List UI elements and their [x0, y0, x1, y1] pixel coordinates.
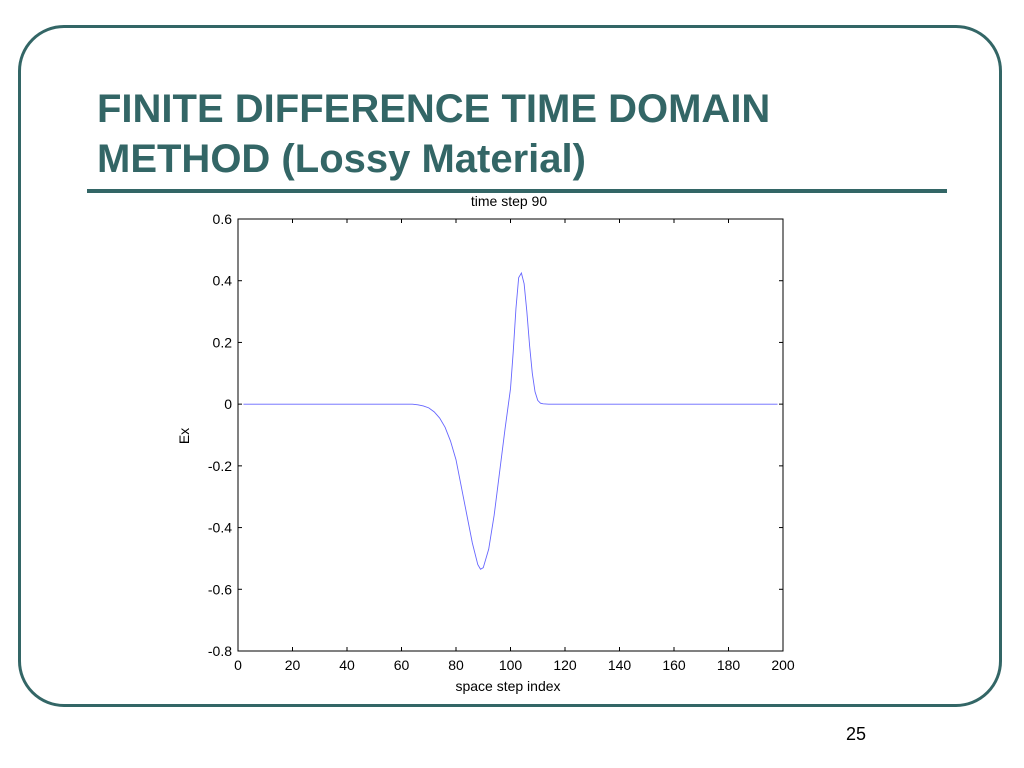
y-tick-label: 0: [224, 396, 232, 412]
x-tick-label: 180: [717, 657, 741, 673]
x-tick-label: 160: [662, 657, 686, 673]
x-tick-label: 100: [499, 657, 523, 673]
chart-title: time step 90: [471, 193, 547, 209]
y-tick-label: -0.6: [208, 581, 232, 597]
plot-area: [237, 218, 784, 652]
x-tick-label: 0: [234, 657, 242, 673]
slide-title: FINITE DIFFERENCE TIME DOMAIN METHOD (Lo…: [97, 87, 771, 181]
x-tick-label: 200: [771, 657, 795, 673]
y-tick-label: 0.6: [213, 211, 233, 227]
series-line-ex: [243, 271, 778, 570]
page-number: 25: [846, 724, 867, 744]
title-underline: [87, 189, 947, 193]
x-tick-label: 20: [285, 657, 301, 673]
y-tick-label: 0.2: [213, 334, 233, 350]
y-tick-label: 0.4: [213, 273, 233, 289]
y-tick-label: -0.8: [208, 643, 232, 659]
y-axis-label: Ex: [176, 428, 192, 444]
y-tick-label: -0.4: [208, 520, 232, 536]
y-axis: 0.6 0.4 0.2 0 -0.2 -0.4 -0.6 -0.8: [208, 211, 783, 659]
x-tick-label: 80: [448, 657, 464, 673]
slide-frame: [18, 25, 1002, 707]
x-axis-label: space step index: [455, 678, 560, 694]
x-axis: 0 20 40 60 80 100 120 140 160 180 200: [234, 219, 795, 673]
x-tick-label: 140: [608, 657, 632, 673]
y-tick-label: -0.2: [208, 458, 232, 474]
x-tick-label: 60: [394, 657, 410, 673]
x-tick-label: 120: [553, 657, 577, 673]
x-tick-label: 40: [339, 657, 355, 673]
